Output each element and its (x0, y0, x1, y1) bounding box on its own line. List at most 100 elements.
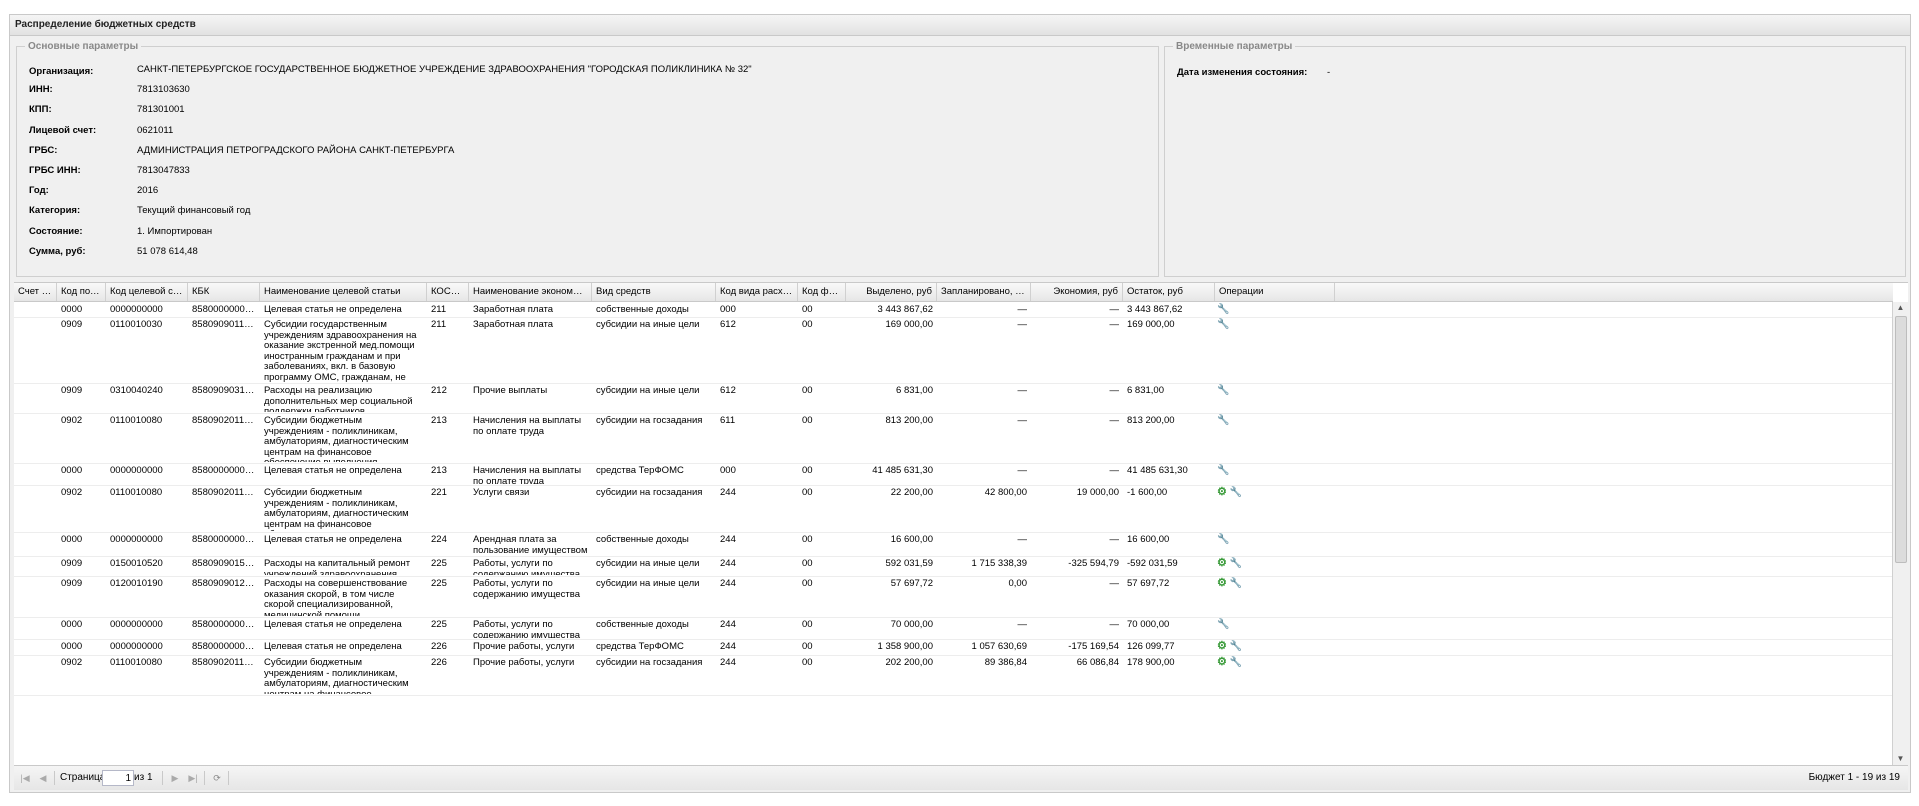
row-operations: 🔧 (1217, 465, 1229, 476)
col-kbk-header[interactable]: КБК (188, 283, 260, 301)
col-savings-cell: -175 169,54 (1068, 642, 1119, 652)
col-kosgu-header[interactable]: КОСГУ... (427, 283, 469, 301)
temporal-params-legend: Временные параметры (1173, 41, 1296, 52)
table-row[interactable]: 0902 0110010080 85809020110010... Субсидии … (14, 485, 1893, 533)
field-value-year: 2016 (137, 185, 159, 197)
col-allocated-header[interactable]: Выделено, руб (846, 283, 937, 301)
edit-wrench-icon[interactable]: 🔧 (1217, 534, 1230, 545)
table-row[interactable]: 0909 0310040240 85809090310040... Расходы н… (14, 383, 1893, 414)
field-label-inn: ИНН: (29, 84, 53, 96)
edit-wrench-icon[interactable]: 🔧 (1217, 619, 1230, 630)
col-kbk-cell: 85800000000000... (192, 466, 260, 476)
col-expense-code-cell: 244 (720, 579, 736, 589)
col-fund-code-cell: 00 (802, 488, 813, 498)
col-planned-header[interactable]: Запланировано, руб (937, 283, 1031, 301)
field-label-grbs: ГРБС: (29, 144, 58, 156)
col-econ-name-cell: Арендная плата за пользование имуществом (473, 535, 588, 555)
records-summary: Бюджет 1 - 19 из 19 (1808, 772, 1900, 783)
scrollbar-thumb[interactable] (1895, 316, 1907, 563)
scroll-up-icon[interactable]: ▲ (1896, 303, 1905, 312)
col-kosgu-cell: 221 (431, 488, 447, 498)
distribute-gear-icon[interactable]: ⚙ (1217, 640, 1227, 652)
edit-wrench-icon[interactable]: 🔧 (1229, 578, 1243, 589)
col-savings-cell: — (1109, 320, 1120, 330)
col-fund-code-cell: 00 (802, 559, 813, 569)
col-account-cell (14, 579, 57, 616)
distribute-gear-icon[interactable]: ⚙ (1217, 656, 1227, 668)
field-label-state-date: Дата изменения состояния: (1177, 67, 1308, 78)
col-allocated-cell: 3 443 867,62 (877, 305, 933, 315)
edit-wrench-icon[interactable]: 🔧 (1229, 558, 1243, 569)
distribute-gear-icon[interactable]: ⚙ (1217, 557, 1227, 569)
edit-wrench-icon[interactable]: 🔧 (1217, 385, 1230, 396)
table-row[interactable]: 0902 0110010080 85809020110010... Субсидии … (14, 413, 1893, 464)
col-target-name-header[interactable]: Наименование целевой статьи (260, 283, 427, 301)
col-allocated-cell: 592 031,59 (885, 559, 933, 569)
field-label-organization: Организация: (29, 66, 94, 77)
col-planned-cell: — (1017, 416, 1028, 426)
last-page-icon[interactable]: ▶| (188, 773, 198, 783)
col-expense-code-header[interactable]: Код вида расходов (716, 283, 798, 301)
table-row[interactable]: 0000000000000085800000000000...Целевая с… (14, 463, 1893, 486)
table-row[interactable]: 0909 0120010190 85809090120010... Расходы н… (14, 576, 1893, 618)
col-funds-type-cell: собственные доходы (596, 620, 689, 630)
col-dept-cell: 0909 (61, 320, 83, 330)
col-expense-code-cell: 612 (720, 386, 736, 396)
refresh-icon[interactable]: ⟳ (213, 773, 221, 783)
distribute-gear-icon[interactable]: ⚙ (1217, 486, 1227, 498)
col-target-name-cell: Целевая статья не определена (264, 535, 402, 545)
col-savings-cell: — (1109, 305, 1120, 315)
col-dept-cell: 0909 (61, 559, 83, 569)
col-econ-name-header[interactable]: Наименование экономической ... (469, 283, 592, 301)
col-kbk-cell: 85809090150010... (192, 559, 260, 569)
distribute-gear-icon[interactable]: ⚙ (1217, 577, 1227, 589)
vertical-scrollbar[interactable]: ▲ ▼ (1892, 302, 1908, 765)
budget-window: Распределение бюджетных средств Основные… (9, 14, 1911, 793)
field-label-sum: Сумма, руб: (29, 245, 86, 257)
col-planned-cell: — (1017, 320, 1028, 330)
col-kbk-cell: 85809020110010... (192, 658, 260, 668)
col-dept-cell: 0902 (61, 488, 83, 498)
table-row[interactable]: 0000000000000085800000000000...Целевая с… (14, 639, 1893, 656)
col-dept-header[interactable]: Код подра... (57, 283, 106, 301)
edit-wrench-icon[interactable]: 🔧 (1217, 304, 1230, 315)
table-row[interactable]: 0902 0110010080 85809020110010... Субсидии … (14, 655, 1893, 696)
edit-wrench-icon[interactable]: 🔧 (1229, 487, 1243, 498)
field-label-category: Категория: (29, 205, 81, 217)
edit-wrench-icon[interactable]: 🔧 (1229, 641, 1243, 652)
edit-wrench-icon[interactable]: 🔧 (1229, 657, 1243, 668)
table-row[interactable]: 0000000000000085800000000000...Целевая с… (14, 302, 1893, 318)
col-account-cell (14, 466, 57, 484)
col-account-header[interactable]: Счет р... (14, 283, 57, 301)
col-remainder-cell: 16 600,00 (1127, 535, 1170, 545)
col-funds-type-header[interactable]: Вид средств (592, 283, 716, 301)
col-account-cell (14, 535, 57, 555)
row-operations: 🔧 (1217, 619, 1229, 630)
col-remainder-header[interactable]: Остаток, руб (1123, 283, 1215, 301)
table-row[interactable]: 0909 0150010520 85809090150010... Расходы н… (14, 556, 1893, 577)
temporal-params-fieldset: Временные параметры Дата изменения состо… (1164, 41, 1906, 277)
prev-page-icon[interactable]: ◀ (39, 773, 47, 783)
page-number-input[interactable] (102, 770, 134, 786)
col-target-header[interactable]: Код целевой статьи (106, 283, 188, 301)
col-dept-cell: 0902 (61, 416, 83, 426)
col-planned-cell: 42 800,00 (984, 488, 1027, 498)
col-savings-header[interactable]: Экономия, руб (1031, 283, 1123, 301)
col-expense-code-cell: 244 (720, 535, 736, 545)
scroll-down-icon[interactable]: ▼ (1896, 754, 1905, 763)
col-operations-header[interactable]: Операции (1215, 283, 1335, 301)
col-kosgu-cell: 211 (431, 305, 447, 315)
row-operations: ⚙ 🔧 (1217, 557, 1243, 570)
edit-wrench-icon[interactable]: 🔧 (1217, 465, 1230, 476)
col-kosgu-cell: 225 (431, 559, 447, 569)
col-fund-code-header[interactable]: Код фонда (798, 283, 846, 301)
table-row[interactable]: 0000000000000085800000000000...Целевая с… (14, 532, 1893, 557)
table-row[interactable]: 0000000000000085800000000000...Целевая с… (14, 617, 1893, 640)
edit-wrench-icon[interactable]: 🔧 (1217, 415, 1230, 426)
col-planned-cell: 0,00 (1008, 579, 1028, 589)
edit-wrench-icon[interactable]: 🔧 (1217, 319, 1230, 330)
next-page-icon[interactable]: ▶ (171, 773, 179, 783)
col-account-cell (14, 305, 57, 316)
first-page-icon[interactable]: |◀ (20, 773, 30, 783)
table-row[interactable]: 0909 0110010030 85809090110010... Субсидии … (14, 317, 1893, 384)
